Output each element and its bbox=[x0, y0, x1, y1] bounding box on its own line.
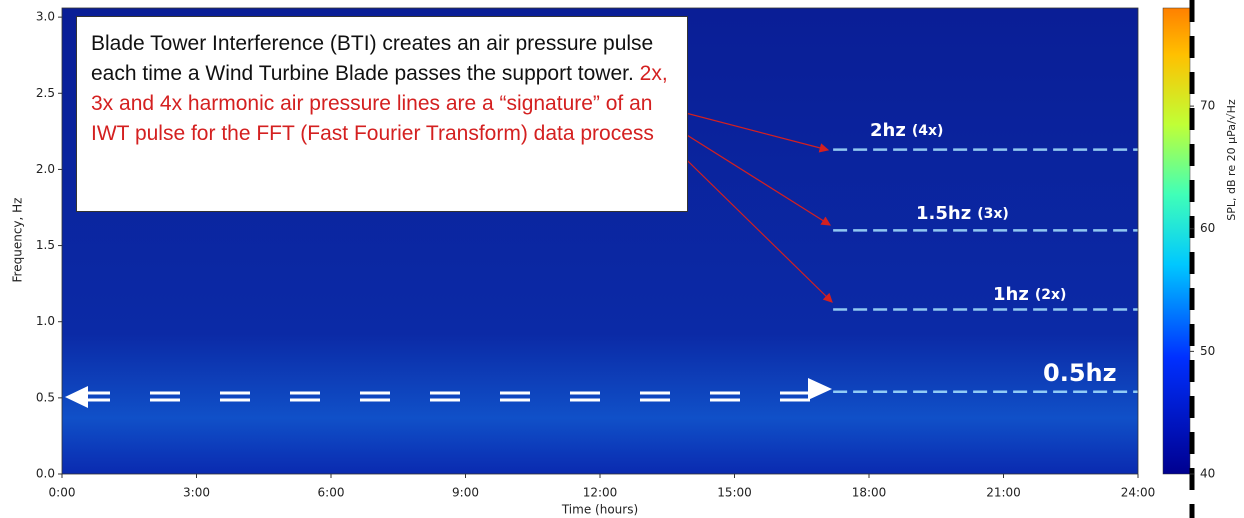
harmonic-label-sub: (3x) bbox=[977, 206, 1009, 222]
x-tick-label: 12:00 bbox=[583, 486, 618, 500]
colorbar-tick-label: 50 bbox=[1200, 344, 1215, 358]
big-label: 0.5hz bbox=[1043, 359, 1117, 387]
harmonic-label-main: 1.5hz bbox=[916, 203, 971, 224]
harmonic-label: 1.5hz (3x) bbox=[916, 203, 1009, 224]
y-axis-title: Frequency, Hz bbox=[11, 198, 25, 283]
x-tick-label: 0:00 bbox=[49, 486, 76, 500]
annotation-text: Blade Tower Interference (BTI) creates a… bbox=[91, 32, 654, 85]
x-axis-title: Time (hours) bbox=[561, 503, 638, 517]
x-tick-label: 15:00 bbox=[717, 486, 752, 500]
harmonic-label-sub: (4x) bbox=[912, 123, 944, 139]
colorbar-tick-label: 40 bbox=[1200, 467, 1215, 481]
harmonic-label-main: 1hz bbox=[993, 284, 1029, 305]
y-tick-label: 3.0 bbox=[36, 10, 55, 24]
colorbar-title: SPL, dB re 20 µPa/√Hz bbox=[1225, 99, 1238, 221]
harmonic-label-sub: (2x) bbox=[1035, 287, 1067, 303]
annotation-box: Blade Tower Interference (BTI) creates a… bbox=[76, 16, 688, 212]
y-tick-label: 1.5 bbox=[36, 238, 55, 252]
x-tick-label: 9:00 bbox=[452, 486, 479, 500]
harmonic-label: 2hz (4x) bbox=[870, 120, 943, 141]
x-tick-label: 18:00 bbox=[852, 486, 887, 500]
y-tick-label: 0.0 bbox=[36, 467, 55, 481]
harmonic-label: 1hz (2x) bbox=[993, 284, 1066, 305]
y-tick-label: 1.0 bbox=[36, 314, 55, 328]
white-arrow bbox=[65, 378, 832, 408]
y-tick-label: 2.0 bbox=[36, 162, 55, 176]
colorbar-tick-label: 60 bbox=[1200, 221, 1215, 235]
x-tick-label: 6:00 bbox=[318, 486, 345, 500]
colorbar-tick-label: 70 bbox=[1200, 99, 1215, 113]
y-tick-label: 0.5 bbox=[36, 390, 55, 404]
x-tick-label: 24:00 bbox=[1121, 486, 1156, 500]
y-tick-label: 2.5 bbox=[36, 86, 55, 100]
x-tick-label: 21:00 bbox=[986, 486, 1021, 500]
colorbar bbox=[1162, 7, 1191, 475]
harmonic-label-main: 2hz bbox=[870, 120, 906, 141]
x-tick-label: 3:00 bbox=[183, 486, 210, 500]
annotation-text-red: 2x, 3x and 4x harmonic air pressure line… bbox=[91, 62, 668, 145]
